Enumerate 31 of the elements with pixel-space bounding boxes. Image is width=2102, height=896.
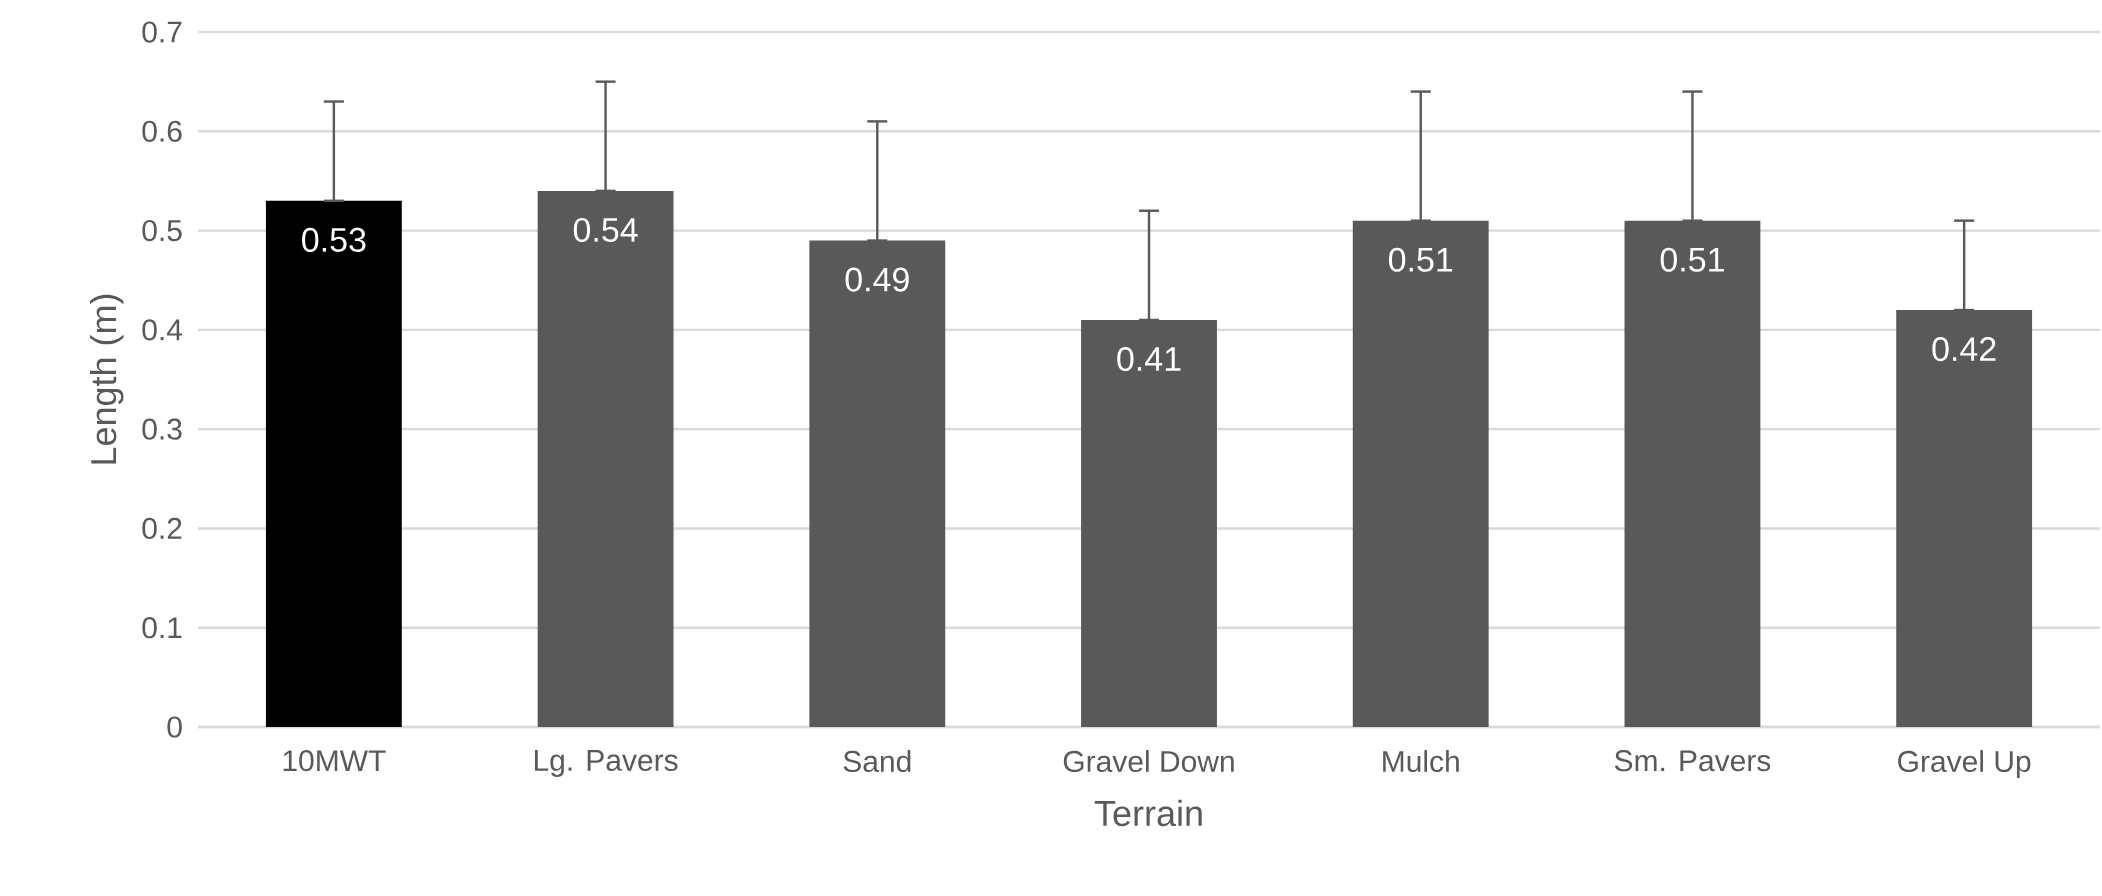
x-tick-label: Sand bbox=[843, 750, 911, 773]
y-tick-label: 0.3 bbox=[142, 418, 182, 440]
x-axis-title: Terrain bbox=[1094, 799, 1202, 827]
data-label: 0.53 bbox=[302, 227, 366, 252]
bar bbox=[1624, 220, 1761, 727]
y-tick-label: 0.7 bbox=[142, 21, 182, 43]
bar bbox=[1352, 220, 1489, 727]
y-tick-label: 0.1 bbox=[142, 617, 182, 639]
x-tick-label: Sm. Pavers bbox=[1614, 750, 1771, 772]
x-tick-label: 10MWT bbox=[283, 750, 386, 772]
data-label: 0.41 bbox=[1117, 347, 1181, 372]
bar bbox=[537, 190, 674, 727]
y-axis-title: Length (m) bbox=[89, 294, 124, 464]
bar bbox=[1081, 319, 1217, 727]
data-label: 0.54 bbox=[573, 217, 638, 243]
data-label: 0.51 bbox=[1388, 247, 1453, 272]
bar bbox=[1896, 310, 2033, 727]
data-label: 0.42 bbox=[1932, 337, 1996, 362]
y-tick-label: 0.2 bbox=[142, 517, 182, 540]
x-tick-label: Gravel Down bbox=[1063, 750, 1234, 773]
x-tick-label: Lg. Pavers bbox=[534, 750, 678, 777]
data-label: 0.51 bbox=[1660, 247, 1724, 272]
x-tick-label: Gravel Up bbox=[1898, 750, 2031, 779]
bar bbox=[265, 200, 402, 727]
bar bbox=[809, 240, 946, 727]
y-tick-label: 0 bbox=[167, 716, 182, 738]
y-tick-label: 0.5 bbox=[142, 219, 182, 242]
data-label: 0.49 bbox=[845, 267, 909, 292]
x-tick-label: Mulch bbox=[1383, 750, 1459, 773]
y-tick-label: 0.4 bbox=[142, 319, 183, 341]
y-tick-label: 0.6 bbox=[142, 120, 182, 142]
